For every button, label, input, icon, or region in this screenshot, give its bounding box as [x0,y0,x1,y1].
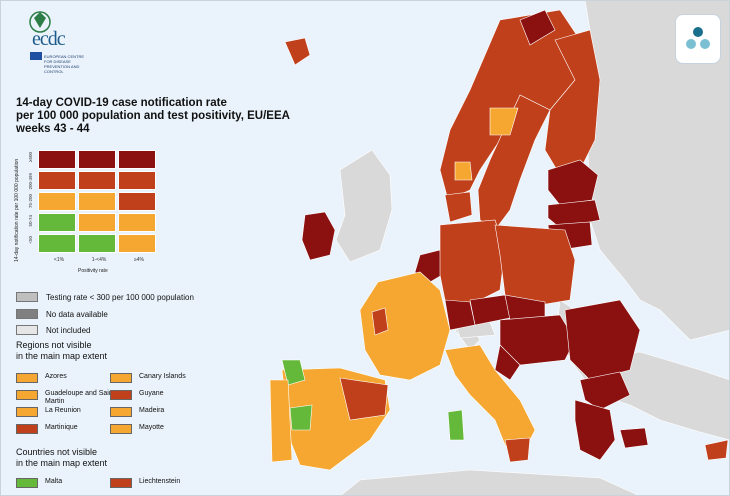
ecdc-badge-icon [686,27,710,49]
legend-matrix [38,150,160,254]
legend-testing-rate-label: Testing rate < 300 per 100 000 populatio… [46,292,194,302]
countries-title-line-1: Countries not visible [16,447,98,457]
region-legend-item: Mayotte [110,424,209,434]
central-europe [414,219,576,331]
matrix-cell [78,171,116,190]
countries-title-line-2: in the main map extent [16,458,108,468]
baltic-region [547,159,601,251]
region-swatch [110,373,132,383]
ecdc-badge [675,14,721,64]
regions-title: Regions not visible in the main map exte… [16,340,107,362]
region-label: Guyane [139,390,164,397]
matrix-y-tick: 75-200 [28,194,33,209]
matrix-cell [38,150,76,169]
swatch-no-data [16,309,38,319]
ecdc-logo: ecdc EUROPEAN CENTRE FOR DISEASE PREVENT… [14,8,94,74]
region-swatch [110,478,132,488]
region-label: Liechtenstein [139,478,181,485]
matrix-cell [38,213,76,232]
matrix-cell [118,171,156,190]
matrix-y-tick: <50 [28,236,33,244]
matrix-x-tick: 1-<4% [91,257,107,263]
region-label: Malta [45,478,63,485]
region-swatch [16,407,38,417]
region-label: La Reunion [45,407,81,414]
ireland [301,211,336,261]
france [359,271,451,381]
matrix-cell [118,192,156,211]
matrix-cell [118,213,156,232]
matrix-cell [38,234,76,253]
region-legend-item: Malta [16,478,115,488]
region-swatch [110,424,132,434]
denmark [444,191,473,223]
france-region [371,307,389,336]
ecdc-logo-mark [29,11,51,60]
ecdc-logo-subtitle: EUROPEAN CENTRE FOR DISEASE PREVENTION A… [44,54,85,74]
matrix-cell [78,150,116,169]
regions-title-line-2: in the main map extent [16,351,108,361]
ecdc-logo-text: ecdc [32,28,66,50]
matrix-cell [78,234,116,253]
region-swatch [16,390,38,400]
matrix-y-tick: 200-499 [28,173,33,190]
swatch-testing-rate [16,292,38,302]
map-title: 14-day COVID-19 case notification rate p… [16,97,316,136]
matrix-x-tick: ≥4% [134,257,144,263]
region-label: Azores [45,373,67,380]
region-swatch [16,424,38,434]
matrix-cell [38,171,76,190]
region-legend-item: Canary Islands [110,373,209,383]
matrix-cell [78,213,116,232]
region-label: Madeira [139,407,165,414]
region-legend-item: Martinique [16,424,115,434]
legend-no-data: No data available [16,308,108,320]
region-legend-item: Liechtenstein [110,478,209,488]
legend-not-included: Not included [16,324,90,336]
matrix-x-tick: <1% [53,257,65,263]
region-legend-item: Madeira [110,407,209,417]
matrix-cell [38,192,76,211]
region-legend-item: Guyane [110,390,209,400]
matrix-cell [118,234,156,253]
title-line-1: 14-day COVID-19 case notification rate [16,97,227,109]
region-label: Martinique [45,424,78,431]
iberia [269,359,391,471]
region-swatch [16,373,38,383]
region-legend-item: Guadeloupe and Saint Martin [16,390,115,406]
matrix-cell [78,192,116,211]
matrix-y-tick: 50-74 [28,215,33,227]
countries-title: Countries not visible in the main map ex… [16,447,107,469]
matrix-y-axis-label: 14-day notification rate per 100 000 pop… [14,158,20,262]
region-swatch [110,407,132,417]
region-label: Guadeloupe and Saint Martin [45,390,115,405]
region-swatch [16,478,38,488]
nordic-region [284,9,601,231]
matrix-x-axis-label: Positivity rate [78,268,108,274]
region-label: Canary Islands [139,373,186,380]
region-legend-item: La Reunion [16,407,115,417]
title-line-3: weeks 43 - 44 [16,123,90,135]
region-label: Mayotte [139,424,164,431]
legend-testing-rate: Testing rate < 300 per 100 000 populatio… [16,291,194,303]
title-line-2: per 100 000 population and test positivi… [16,110,290,122]
region-swatch [110,390,132,400]
matrix-cell [118,150,156,169]
swatch-not-included [16,325,38,335]
region-legend-item: Azores [16,373,115,383]
sicily [504,437,531,463]
legend-no-data-label: No data available [46,309,108,319]
legend-not-included-label: Not included [46,325,91,335]
sardinia [447,409,465,441]
matrix-y-tick: ≥500 [28,152,33,162]
eastern-europe [494,299,729,461]
regions-title-line-1: Regions not visible [16,340,92,350]
